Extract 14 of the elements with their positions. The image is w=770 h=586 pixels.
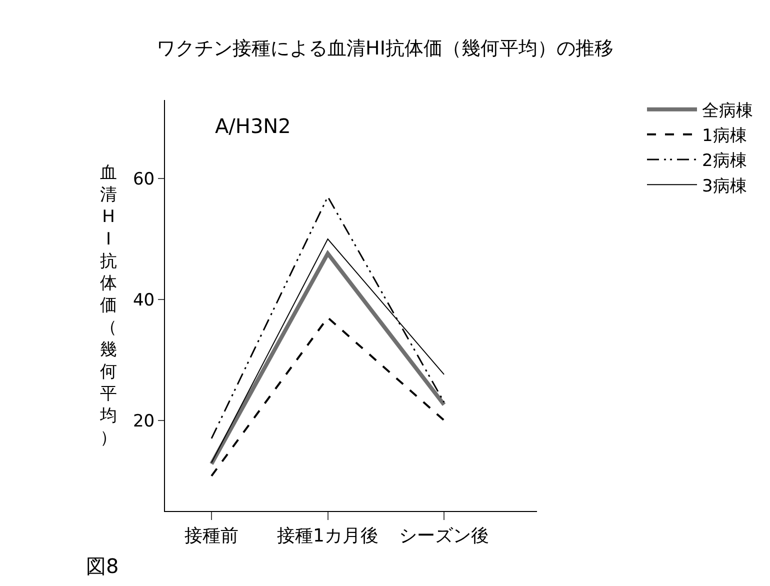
y-tick-label: 40	[132, 290, 155, 310]
legend-label: 2病棟	[702, 151, 747, 172]
x-tick-label: 接種前	[184, 526, 239, 547]
x-tick-label: シーズン後	[399, 526, 490, 547]
annotation: A/H3N2	[215, 114, 291, 138]
legend-label: 3病棟	[702, 176, 747, 196]
y-tick-label: 20	[132, 411, 155, 432]
chart-title: ワクチン接種による血清HI抗体価（幾何平均）の推移	[156, 37, 614, 60]
y-tick-label: 60	[132, 170, 155, 190]
text: 血清HI抗体価（幾何平均）	[100, 163, 117, 448]
legend-label: 1病棟	[702, 126, 747, 146]
caption: 図8	[86, 554, 119, 578]
legend-label: 全病棟	[702, 100, 753, 121]
x-tick-label: 接種1カ月後	[277, 526, 379, 547]
